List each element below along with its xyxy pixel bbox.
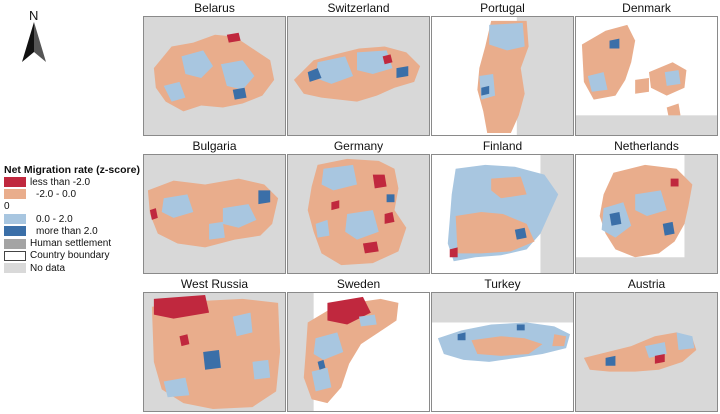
legend-swatch: [4, 238, 26, 249]
map-finland: [431, 154, 574, 274]
map-belarus: [143, 16, 286, 136]
map-sweden: [287, 292, 430, 412]
legend-item: -2.0 - 0.0: [4, 188, 142, 200]
panel-title: Belarus: [143, 0, 286, 16]
panel-switzerland: Switzerland: [287, 0, 430, 136]
legend-swatch: [4, 263, 26, 274]
legend-item: less than -2.0: [4, 176, 142, 188]
panel-title: Switzerland: [287, 0, 430, 16]
legend-item: 0.0 - 2.0: [4, 213, 142, 225]
legend-label: 0.0 - 2.0: [36, 213, 73, 225]
panel-belarus: Belarus: [143, 0, 286, 136]
legend: Net Migration rate (z-score) less than -…: [4, 164, 142, 274]
legend-label: more than 2.0: [36, 225, 98, 237]
panel-sweden: Sweden: [287, 276, 430, 412]
north-arrow-icon: [22, 22, 46, 62]
panel-title: Sweden: [287, 276, 430, 292]
legend-label: Human settlement: [30, 238, 112, 250]
panel-portugal: Portugal: [431, 0, 574, 136]
panel-denmark: Denmark: [575, 0, 718, 136]
panel-title: Portugal: [431, 0, 574, 16]
panel-bulgaria: Bulgaria: [143, 138, 286, 274]
map-portugal: [431, 16, 574, 136]
panel-title: Denmark: [575, 0, 718, 16]
panel-finland: Finland: [431, 138, 574, 274]
panel-netherlands: Netherlands: [575, 138, 718, 274]
panel-germany: Germany: [287, 138, 430, 274]
map-netherlands: [575, 154, 718, 274]
panel-title: Netherlands: [575, 138, 718, 154]
panel-west-russia: West Russia: [143, 276, 286, 412]
panel-title: West Russia: [143, 276, 286, 292]
map-switzerland: [287, 16, 430, 136]
legend-swatch: [4, 250, 26, 261]
map-bulgaria: [143, 154, 286, 274]
legend-label: No data: [30, 262, 66, 274]
legend-label: -2.0 - 0.0: [36, 188, 77, 200]
panel-title: Finland: [431, 138, 574, 154]
map-denmark: [575, 16, 718, 136]
legend-swatch: [4, 214, 26, 225]
legend-item: No data: [4, 262, 142, 274]
legend-item: more than 2.0: [4, 225, 142, 237]
map-grid: Belarus Switzerland: [143, 0, 718, 413]
map-turkey: [431, 292, 574, 412]
legend-item: 0: [4, 201, 142, 213]
legend-swatch: [4, 189, 26, 200]
legend-label: less than -2.0: [30, 176, 91, 188]
legend-swatch: [4, 177, 26, 188]
legend-item: Human settlement: [4, 237, 142, 249]
panel-title: Bulgaria: [143, 138, 286, 154]
north-arrow-label: N: [29, 8, 39, 23]
legend-title: Net Migration rate (z-score): [4, 164, 140, 176]
panel-title: Germany: [287, 138, 430, 154]
panel-title: Austria: [575, 276, 718, 292]
map-austria: [575, 292, 718, 412]
legend-item: Country boundary: [4, 250, 142, 262]
legend-label: Country boundary: [30, 250, 110, 262]
panel-turkey: Turkey: [431, 276, 574, 412]
panel-title: Turkey: [431, 276, 574, 292]
map-west-russia: [143, 292, 286, 412]
map-germany: [287, 154, 430, 274]
legend-swatch: [4, 226, 26, 237]
legend-label: 0: [4, 201, 10, 213]
panel-austria: Austria: [575, 276, 718, 412]
